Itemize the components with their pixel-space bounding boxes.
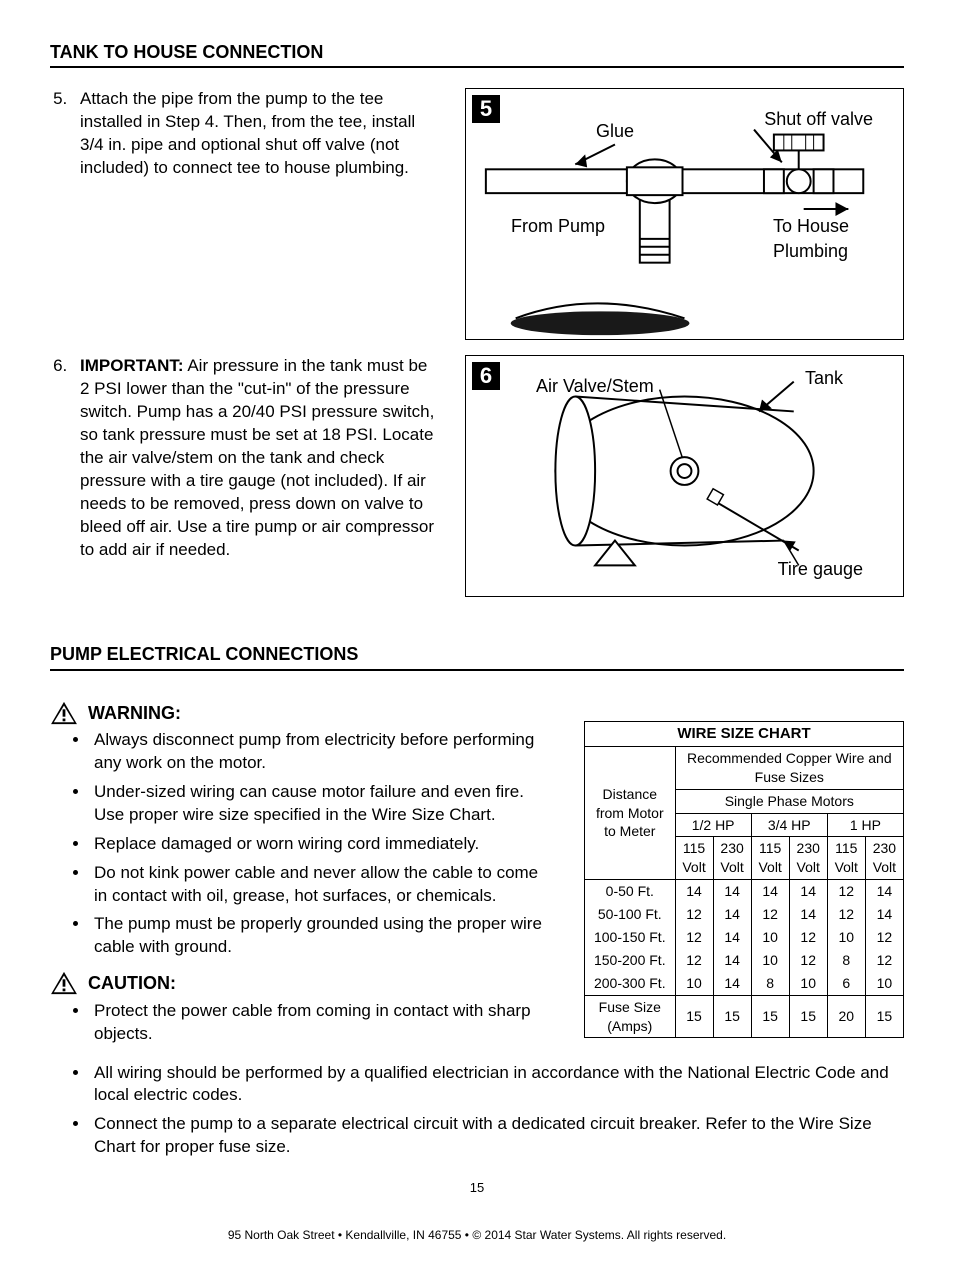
wire-row-label: 100-150 Ft. [585, 926, 676, 949]
step5-text: Attach the pipe from the pump to the tee… [72, 88, 440, 180]
wire-row-label: 50-100 Ft. [585, 903, 676, 926]
wire-fuse: 15 [713, 995, 751, 1038]
wire-hp: 1/2 HP [675, 813, 751, 837]
wire-cell: 14 [751, 880, 789, 903]
warning-item: Under-sized wiring can cause motor failu… [90, 781, 554, 827]
caution-icon [50, 971, 78, 995]
wire-cell: 12 [675, 903, 713, 926]
wire-hp: 1 HP [827, 813, 903, 837]
warning-item: Do not kink power cable and never allow … [90, 862, 554, 908]
warning-icon [50, 701, 78, 725]
caution-list-bottom: All wiring should be performed by a qual… [50, 1062, 904, 1160]
wire-cell: 12 [789, 926, 827, 949]
warning-item: The pump must be properly grounded using… [90, 913, 554, 959]
wire-cell: 14 [865, 903, 903, 926]
warning-item: Replace damaged or worn wiring cord imme… [90, 833, 554, 856]
diagram6: 6 Air Valve/Stem Tank Tire gauge [465, 355, 904, 597]
warning-heading: WARNING: [50, 701, 554, 725]
diagram6-svg [466, 356, 903, 596]
wire-cell: 8 [827, 949, 865, 972]
warning-list: Always disconnect pump from electricity … [50, 729, 554, 959]
wire-cell: 14 [713, 903, 751, 926]
wire-hp: 3/4 HP [751, 813, 827, 837]
wire-fuse: 15 [751, 995, 789, 1038]
wire-fuse: 15 [865, 995, 903, 1038]
wire-fuse: 20 [827, 995, 865, 1038]
wire-cell: 14 [789, 903, 827, 926]
diagram5: 5 Glue Shut off valve From Pump To House… [465, 88, 904, 340]
wire-cell: 14 [675, 880, 713, 903]
wire-volt: 115 Volt [675, 837, 713, 880]
wire-cell: 12 [827, 880, 865, 903]
wire-row-label: 150-200 Ft. [585, 949, 676, 972]
wire-cell: 12 [675, 926, 713, 949]
wire-cell: 12 [865, 949, 903, 972]
wire-volt: 115 Volt [827, 837, 865, 880]
step6-item: IMPORTANT: Air pressure in the tank must… [72, 355, 440, 561]
wire-chart-title: WIRE SIZE CHART [585, 721, 904, 746]
wire-fuse-label: Fuse Size (Amps) [585, 995, 676, 1038]
wire-single-header: Single Phase Motors [675, 789, 903, 813]
wire-cell: 10 [827, 926, 865, 949]
wire-cell: 10 [675, 972, 713, 995]
wire-cell: 10 [751, 926, 789, 949]
page-number: 15 [50, 1179, 904, 1197]
wire-cell: 12 [789, 949, 827, 972]
wire-fuse: 15 [675, 995, 713, 1038]
wire-dist-header: Distance from Motor to Meter [585, 746, 676, 879]
wire-cell: 14 [713, 880, 751, 903]
wire-row-label: 0-50 Ft. [585, 880, 676, 903]
step6-text: Air pressure in the tank must be 2 PSI l… [80, 356, 434, 559]
step5-row: Attach the pipe from the pump to the tee… [50, 88, 904, 340]
wire-cell: 14 [713, 972, 751, 995]
wire-cell: 12 [675, 949, 713, 972]
wire-cell: 10 [789, 972, 827, 995]
step6-important: IMPORTANT: [80, 356, 184, 375]
wire-volt: 115 Volt [751, 837, 789, 880]
warning-label: WARNING [88, 703, 175, 723]
wire-size-chart: WIRE SIZE CHART Distance from Motor to M… [584, 721, 904, 1039]
wire-volt: 230 Volt [789, 837, 827, 880]
section-title-tank: TANK TO HOUSE CONNECTION [50, 40, 904, 68]
wire-cell: 12 [751, 903, 789, 926]
wire-rec-header: Recommended Copper Wire and Fuse Sizes [675, 746, 903, 789]
caution-item: Connect the pump to a separate electrica… [90, 1113, 904, 1159]
wire-fuse: 15 [789, 995, 827, 1038]
wire-cell: 14 [713, 926, 751, 949]
wire-volt: 230 Volt [865, 837, 903, 880]
caution-item: Protect the power cable from coming in c… [90, 1000, 554, 1046]
wire-cell: 10 [865, 972, 903, 995]
section-title-elec: PUMP ELECTRICAL CONNECTIONS [50, 642, 904, 670]
wire-row-label: 200-300 Ft. [585, 972, 676, 995]
caution-heading: CAUTION: [50, 971, 554, 995]
diagram5-svg [466, 89, 903, 339]
wire-cell: 12 [865, 926, 903, 949]
step6-row: IMPORTANT: Air pressure in the tank must… [50, 355, 904, 597]
caution-list-top: Protect the power cable from coming in c… [50, 1000, 554, 1046]
wire-cell: 6 [827, 972, 865, 995]
warning-item: Always disconnect pump from electricity … [90, 729, 554, 775]
wire-cell: 14 [713, 949, 751, 972]
caution-item: All wiring should be performed by a qual… [90, 1062, 904, 1108]
wire-cell: 14 [789, 880, 827, 903]
wire-cell: 12 [827, 903, 865, 926]
wire-cell: 14 [865, 880, 903, 903]
wire-cell: 10 [751, 949, 789, 972]
wire-volt: 230 Volt [713, 837, 751, 880]
wire-cell: 8 [751, 972, 789, 995]
caution-label: CAUTION: [88, 971, 176, 995]
